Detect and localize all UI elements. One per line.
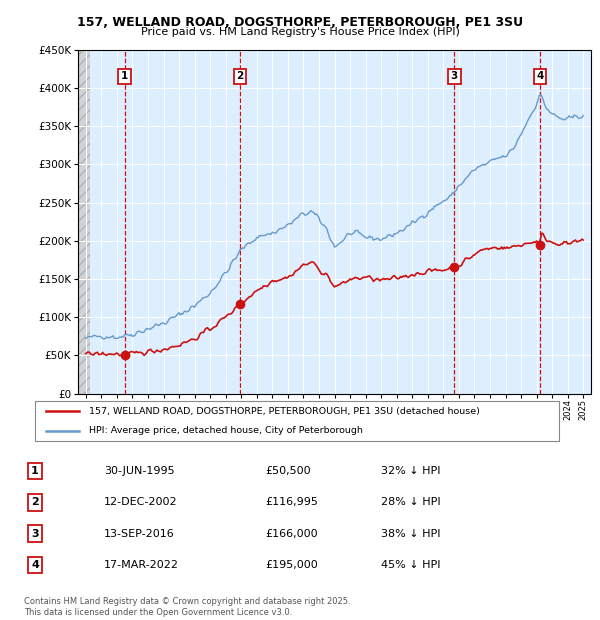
Text: 45% ↓ HPI: 45% ↓ HPI (380, 560, 440, 570)
Text: 12-DEC-2002: 12-DEC-2002 (104, 497, 178, 507)
Text: 13-SEP-2016: 13-SEP-2016 (104, 529, 175, 539)
Text: 2: 2 (31, 497, 39, 507)
Text: HPI: Average price, detached house, City of Peterborough: HPI: Average price, detached house, City… (89, 427, 363, 435)
Text: 38% ↓ HPI: 38% ↓ HPI (380, 529, 440, 539)
Text: 2: 2 (236, 71, 244, 81)
Text: £50,500: £50,500 (265, 466, 311, 476)
Text: 32% ↓ HPI: 32% ↓ HPI (380, 466, 440, 476)
Text: 3: 3 (31, 529, 39, 539)
Text: 1: 1 (31, 466, 39, 476)
Text: 1: 1 (121, 71, 128, 81)
Text: £166,000: £166,000 (265, 529, 318, 539)
Text: 17-MAR-2022: 17-MAR-2022 (104, 560, 179, 570)
Text: £116,995: £116,995 (265, 497, 319, 507)
FancyBboxPatch shape (35, 401, 559, 441)
Text: 30-JUN-1995: 30-JUN-1995 (104, 466, 175, 476)
Text: 28% ↓ HPI: 28% ↓ HPI (380, 497, 440, 507)
Text: Price paid vs. HM Land Registry's House Price Index (HPI): Price paid vs. HM Land Registry's House … (140, 27, 460, 37)
Text: 157, WELLAND ROAD, DOGSTHORPE, PETERBOROUGH, PE1 3SU (detached house): 157, WELLAND ROAD, DOGSTHORPE, PETERBORO… (89, 407, 480, 415)
Text: 157, WELLAND ROAD, DOGSTHORPE, PETERBOROUGH, PE1 3SU: 157, WELLAND ROAD, DOGSTHORPE, PETERBORO… (77, 16, 523, 29)
Text: 4: 4 (536, 71, 544, 81)
Text: Contains HM Land Registry data © Crown copyright and database right 2025.
This d: Contains HM Land Registry data © Crown c… (24, 598, 350, 617)
Text: £195,000: £195,000 (265, 560, 318, 570)
Text: 4: 4 (31, 560, 39, 570)
Text: 3: 3 (451, 71, 458, 81)
